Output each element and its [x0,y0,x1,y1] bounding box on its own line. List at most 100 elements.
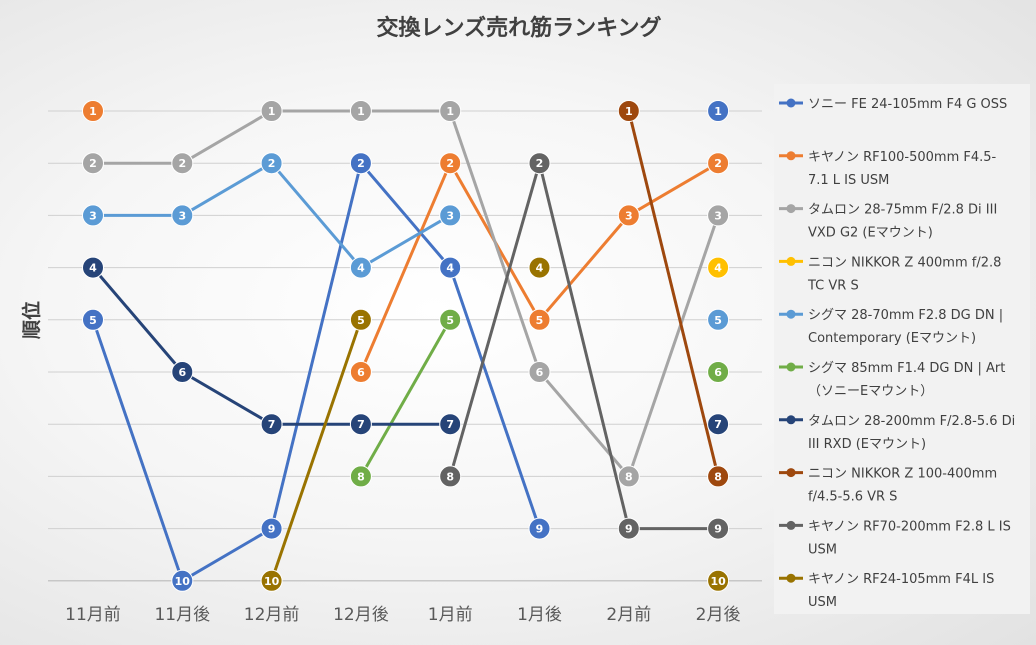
legend-swatch-marker [786,362,796,372]
data-label: 5 [357,314,365,327]
x-tick-label: 12月後 [333,605,389,625]
data-label: 2 [536,157,544,170]
legend-label: III RXD (Eマウント) [808,437,926,452]
data-point [528,361,551,383]
data-label: 5 [536,314,544,327]
data-point [707,204,730,227]
data-label: 2 [357,157,365,170]
series-line [93,109,720,478]
data-label: 10 [710,575,726,588]
data-point [349,308,372,331]
legend-item: キヤノン RF100-500mm F4.5- 7.1 L IS USM [779,150,997,188]
series-1 [91,161,541,583]
data-point [260,517,283,540]
legend-swatch-marker [786,98,796,108]
data-label: 8 [625,470,633,483]
gridlines [48,110,762,582]
data-point [82,152,104,175]
x-tick-label: 12月前 [244,605,300,625]
data-label: 1 [714,105,722,118]
legend-label: USM [808,542,837,557]
x-tick-label: 11月前 [65,605,121,625]
legend-swatch-marker [786,520,796,530]
legend-swatch-marker [786,309,796,319]
legend-item: シグマ 28-70mm F2.8 DG DN | Contemporary (Eマ… [779,308,1003,346]
data-point [349,361,372,383]
data-point [707,413,730,436]
data-label: 5 [89,314,97,327]
data-label: 2 [89,157,97,170]
legend-label: ニコン NIKKOR Z 400mm f/2.8 [808,255,1001,270]
legend-swatch-marker [786,415,796,425]
series-7-markers: 4 6 7 7 7 7 [82,256,730,436]
data-label: 3 [446,209,454,222]
legend: ソニー FE 24-105mm F4 G OSS キヤノン RF100-500mm… [779,97,1015,610]
data-point [171,152,194,175]
legend-label: Contemporary (Eマウント) [808,331,976,346]
series-line [359,319,452,478]
data-point [349,256,372,279]
legend-label: ソニー FE 24-105mm F4 G OSS [808,97,1007,112]
legend-item: ソニー FE 24-105mm F4 G OSS [779,97,1007,112]
legend-label: キヤノン RF100-500mm F4.5- [808,150,997,165]
data-point [707,152,730,175]
data-label: 7 [357,418,365,431]
data-point [707,465,730,488]
chart-title: 交換レンズ売れ筋ランキング [377,15,662,41]
x-axis-ticks: 11月前 11月後 12月前 12月後 1月前 1月後 2月前 2月後 [65,605,740,625]
legend-label: シグマ 28-70mm F2.8 DG DN | [808,308,1003,323]
legend-label: 7.1 L IS USM [808,173,889,188]
series-line [448,161,719,531]
data-label: 1 [357,105,365,118]
legend-item: シグマ 85mm F1.4 DG DN | Art （ソニーEマウント） [779,361,1005,399]
data-label: 9 [536,523,544,536]
data-point [617,100,640,122]
data-point [439,308,462,331]
data-label: 4 [446,262,454,275]
series-8 [627,110,720,477]
data-label: 4 [714,262,722,275]
series-1-markers: 5 10 9 2 4 9 1 [82,100,730,592]
data-label: 1 [268,105,276,118]
legend-swatch-marker [786,204,796,214]
data-label: 4 [536,262,544,275]
data-label: 1 [446,105,454,118]
data-point [707,100,730,122]
data-point [171,569,194,592]
data-point [82,256,104,279]
data-point [617,204,640,227]
series-3-markers: 2 2 1 1 1 6 8 3 [82,100,730,488]
data-label: 7 [714,418,722,431]
legend-item: ニコン NIKKOR Z 400mm f/2.8 TC VR S [779,255,1001,293]
data-label: 6 [178,366,186,379]
data-point [707,308,730,331]
series-8-markers: 18 [617,100,730,488]
data-point [707,517,730,540]
data-label: 2 [268,157,276,170]
legend-item: ニコン NIKKOR Z 100-400mm f/4.5-5.6 VR S [779,467,997,505]
legend-item: キヤノン RF70-200mm F2.8 L IS USM [779,519,1011,557]
legend-item: タムロン 28-75mm F/2.8 Di III VXD G2 (Eマウント) [779,203,997,241]
data-label: 2 [714,157,722,170]
legend-label: f/4.5-5.6 VR S [808,490,897,505]
data-label: 2 [178,157,186,170]
legend-label: タムロン 28-200mm F/2.8-5.6 Di [808,414,1015,429]
data-point [260,100,283,122]
data-point [528,256,551,279]
data-label: 8 [357,470,365,483]
data-point [260,569,283,592]
x-tick-label: 2月後 [696,605,741,625]
x-tick-label: 1月前 [428,605,473,625]
data-label: 5 [714,314,722,327]
data-point [349,152,372,175]
x-tick-label: 11月後 [154,605,210,625]
data-label: 1 [89,105,97,118]
legend-label: （ソニーEマウント） [808,384,933,399]
data-label: 6 [357,366,365,379]
series-line [270,319,363,582]
x-tick-label: 1月後 [517,605,562,625]
legend-label: USM [808,595,837,610]
series-3 [93,109,720,478]
